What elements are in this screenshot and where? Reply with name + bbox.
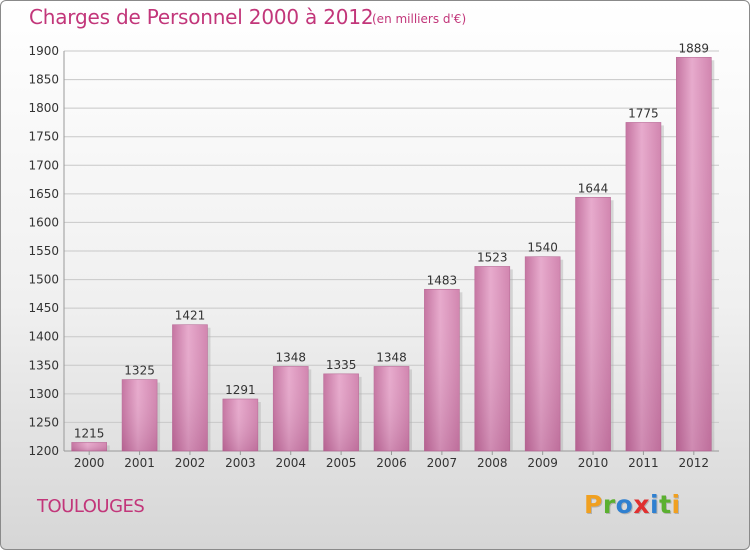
bar-shade: [625, 122, 661, 451]
x-tick-label: 2008: [477, 456, 508, 470]
chart-subtitle: (en milliers d'€): [372, 12, 467, 26]
x-tick-label: 2004: [275, 456, 306, 470]
y-tick-label: 1300: [28, 387, 59, 401]
y-tick-label: 1800: [28, 101, 59, 115]
bar-shade: [122, 379, 158, 451]
x-tick-label: 2003: [225, 456, 256, 470]
value-label: 1215: [74, 426, 105, 440]
value-label: 1775: [628, 106, 659, 120]
value-label: 1523: [477, 250, 508, 264]
x-tick-label: 2011: [628, 456, 659, 470]
x-tick-label: 2010: [578, 456, 609, 470]
y-tick-label: 1250: [28, 415, 59, 429]
value-label: 1335: [326, 358, 357, 372]
value-label: 1421: [175, 309, 206, 323]
town-name: TOULOUGES: [37, 496, 145, 517]
x-tick-label: 2007: [427, 456, 458, 470]
y-tick-label: 1850: [28, 73, 59, 87]
bar-shade: [575, 197, 611, 451]
bar-shade: [525, 256, 561, 451]
x-tick-label: 2002: [175, 456, 206, 470]
x-tick-label: 2009: [527, 456, 558, 470]
y-tick-label: 1650: [28, 187, 59, 201]
x-tick-label: 2006: [376, 456, 407, 470]
chart-title: Charges de Personnel 2000 à 2012: [29, 5, 374, 29]
y-tick-label: 1450: [28, 301, 59, 315]
value-label: 1291: [225, 383, 256, 397]
value-label: 1644: [578, 181, 609, 195]
proxiti-logo: Proxiti: [584, 490, 681, 519]
value-label: 1540: [527, 241, 558, 255]
y-tick-label: 1900: [28, 44, 59, 58]
bar-shade: [424, 289, 460, 451]
value-label: 1325: [124, 364, 155, 378]
y-tick-label: 1500: [28, 273, 59, 287]
value-label: 1348: [376, 350, 407, 364]
bar-shade: [474, 266, 510, 451]
bar-shade: [222, 399, 258, 451]
x-tick-label: 2005: [326, 456, 357, 470]
value-label: 1889: [679, 41, 710, 55]
y-tick-label: 1600: [28, 215, 59, 229]
x-tick-label: 2000: [74, 456, 105, 470]
x-tick-label: 2012: [679, 456, 710, 470]
value-label: 1348: [275, 350, 306, 364]
bar-shade: [374, 366, 409, 451]
y-tick-label: 1200: [28, 444, 59, 458]
y-tick-label: 1350: [28, 358, 59, 372]
y-tick-label: 1750: [28, 130, 59, 144]
x-tick-label: 2001: [124, 456, 155, 470]
value-label: 1483: [427, 273, 458, 287]
bar-shade: [172, 324, 208, 451]
y-tick-label: 1400: [28, 330, 59, 344]
bar-shade: [273, 366, 309, 451]
y-tick-label: 1550: [28, 244, 59, 258]
bar-shade: [71, 442, 107, 451]
bar-shade: [323, 373, 359, 451]
y-tick-label: 1700: [28, 158, 59, 172]
bar-shade: [676, 57, 712, 452]
